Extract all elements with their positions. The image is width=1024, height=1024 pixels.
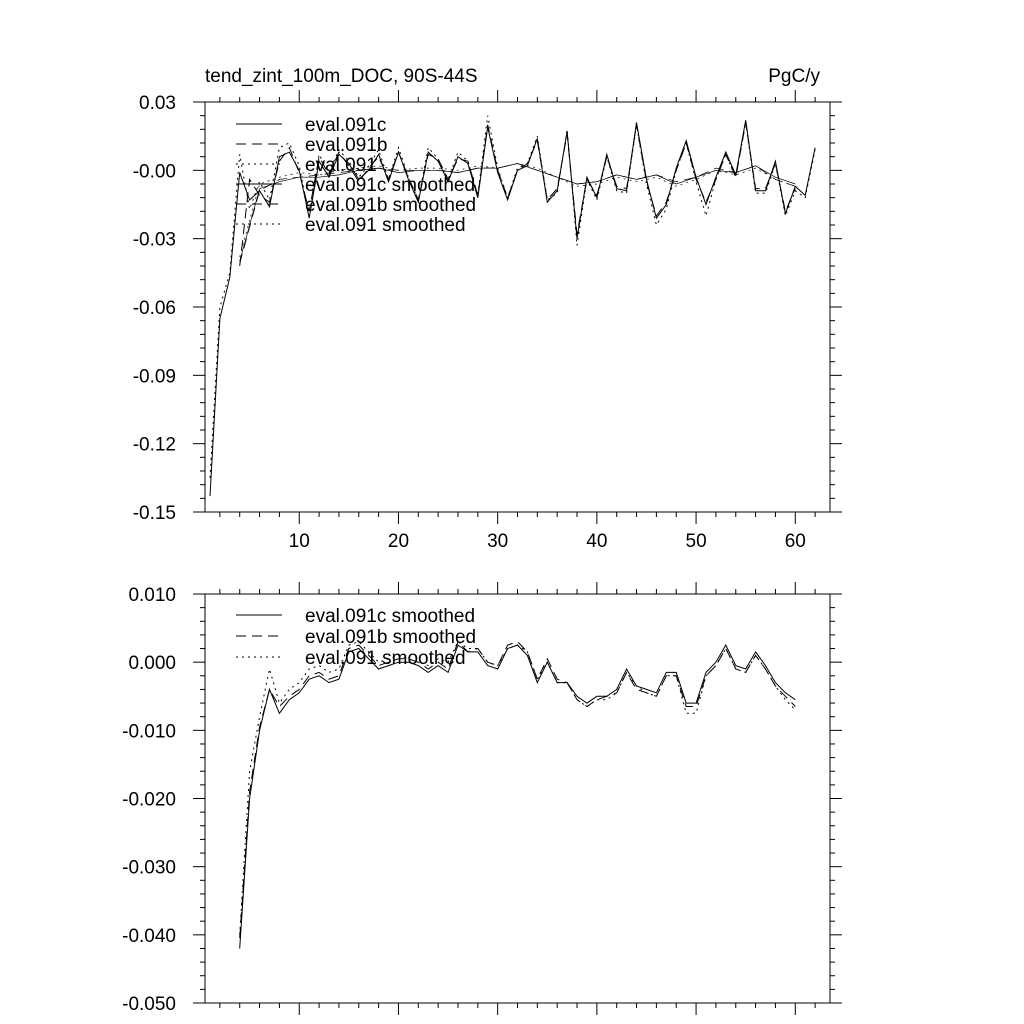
y-tick-label: -0.020: [122, 790, 176, 811]
chart-units: PgC/y: [768, 66, 820, 87]
chart-title: tend_zint_100m_DOC, 90S-44S: [205, 66, 478, 87]
legend-label: eval.091c: [305, 115, 386, 136]
y-tick-label: -0.15: [133, 503, 176, 524]
y-tick-label: 0.010: [128, 585, 176, 606]
series-line-eval-091: [209, 115, 816, 478]
y-tick-label: -0.03: [133, 230, 176, 251]
x-tick-label: 50: [686, 531, 707, 552]
chart-panel-bottom: 0.010 0.000 -0.010 -0.020 -0.030 -0.040 -0.050…: [122, 582, 842, 1015]
y-tick-label: 0.03: [139, 93, 176, 114]
x-tick-label: 10: [289, 531, 310, 552]
series-line-eval-091b: [239, 122, 796, 267]
y-tick-label: -0.00: [133, 161, 176, 182]
y-tick-label: -0.09: [133, 366, 176, 387]
series-line-eval-091-smoothed: [239, 640, 796, 935]
chart-panel-top: 10 20 30 40 50 60 0.03 -0.00 -0.03 -0.06 -0.09 -0.1…: [133, 66, 842, 552]
x-tick-label: 20: [388, 531, 409, 552]
y-tick-label: 0.000: [128, 653, 176, 674]
x-tick-label: 40: [586, 531, 607, 552]
legend-label: eval.091c smoothed: [305, 175, 475, 196]
series-line-eval-091-smoothed: [239, 163, 796, 257]
series-line-eval-091c: [209, 120, 816, 497]
series-line-eval-091c-smoothed: [239, 644, 796, 949]
legend-label: eval.091: [305, 155, 377, 176]
legend-label: eval.091b: [305, 135, 387, 156]
y-tick-label: -0.12: [133, 435, 176, 456]
y-tick-label: -0.040: [122, 926, 176, 947]
legend-label: eval.091c smoothed: [305, 606, 475, 627]
y-tick-label: -0.010: [122, 721, 176, 742]
y-tick-label: -0.030: [122, 858, 176, 879]
legend-label: eval.091b smoothed: [305, 195, 476, 216]
x-tick-label: 30: [487, 531, 508, 552]
legend-label: eval.091 smoothed: [305, 648, 466, 669]
legend-label: eval.091 smoothed: [305, 215, 466, 236]
plot-frame: [204, 593, 831, 1004]
series-line-eval-091b-smoothed: [239, 640, 796, 939]
y-tick-label: -0.06: [133, 298, 176, 319]
x-tick-label: 60: [785, 531, 806, 552]
y-tick-label: -0.050: [122, 994, 176, 1015]
legend-label: eval.091b smoothed: [305, 627, 476, 648]
